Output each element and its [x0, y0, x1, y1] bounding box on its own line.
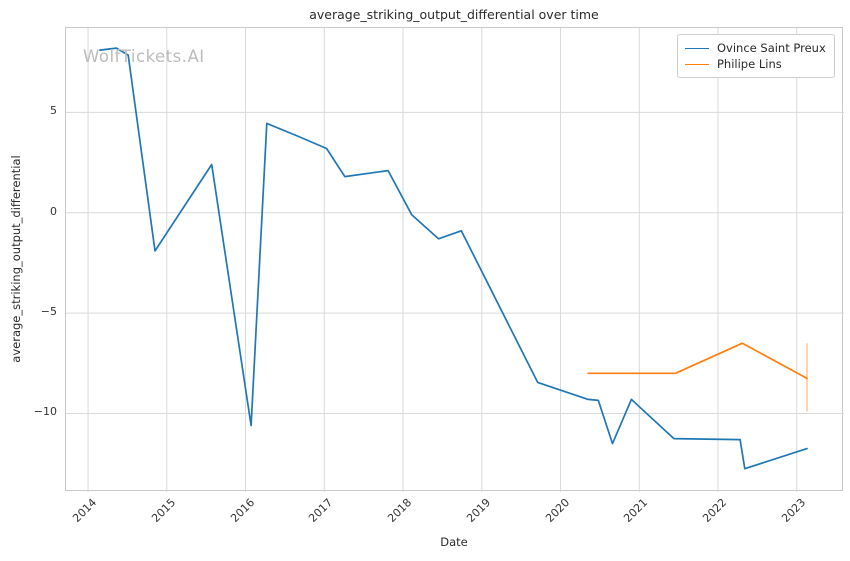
y-tick-label: −5 [40, 305, 57, 319]
y-tick-label: −10 [33, 405, 57, 419]
watermark-text: WolfTickets.AI [83, 47, 205, 66]
y-axis-label: average_striking_output_differential [9, 155, 23, 363]
legend-label: Ovince Saint Preux [717, 41, 826, 55]
x-tick-label: 2015 [148, 496, 178, 525]
x-axis-label: Date [440, 535, 468, 549]
x-tick-label: 2014 [70, 496, 100, 525]
x-tick-label: 2022 [700, 496, 730, 525]
series-line-0 [99, 47, 808, 470]
plot-canvas [66, 28, 844, 492]
plot-area [65, 27, 844, 492]
legend-line-swatch [685, 63, 709, 65]
x-tick-label: 2018 [385, 496, 415, 525]
x-tick-label: 2017 [306, 496, 336, 525]
y-tick-label: 5 [50, 104, 57, 118]
x-tick-label: 2020 [542, 496, 572, 525]
y-tick-label: 0 [50, 204, 57, 218]
series-line-1 [587, 342, 808, 380]
x-tick-label: 2016 [227, 496, 257, 525]
legend-item: Ovince Saint Preux [685, 40, 826, 56]
chart-title: average_striking_output_differential ove… [309, 7, 599, 22]
legend-label: Philipe Lins [717, 57, 782, 71]
legend: Ovince Saint Preux Philipe Lins [677, 34, 835, 78]
x-tick-label: 2021 [621, 496, 651, 525]
legend-line-swatch [685, 47, 709, 49]
legend-item: Philipe Lins [685, 56, 826, 72]
x-tick-label: 2019 [463, 496, 493, 525]
x-tick-label: 2023 [778, 496, 808, 525]
